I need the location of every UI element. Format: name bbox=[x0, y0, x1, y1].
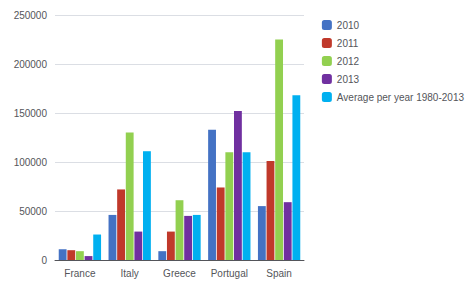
svg-text:50000: 50000 bbox=[19, 206, 47, 217]
svg-text:France: France bbox=[64, 268, 96, 279]
svg-text:100000: 100000 bbox=[14, 157, 48, 168]
svg-text:Spain: Spain bbox=[266, 268, 292, 279]
svg-text:Portugal: Portugal bbox=[211, 268, 248, 279]
svg-text:Average per year 1980-2013: Average per year 1980-2013 bbox=[337, 92, 465, 103]
svg-text:200000: 200000 bbox=[14, 59, 48, 70]
svg-text:2011: 2011 bbox=[337, 38, 359, 49]
svg-text:250000: 250000 bbox=[14, 10, 48, 21]
svg-text:Italy: Italy bbox=[121, 268, 139, 279]
svg-text:150000: 150000 bbox=[14, 108, 48, 119]
svg-text:0: 0 bbox=[41, 255, 47, 266]
svg-text:Greece: Greece bbox=[163, 268, 196, 279]
svg-text:2013: 2013 bbox=[337, 74, 360, 85]
svg-text:2010: 2010 bbox=[337, 20, 360, 31]
svg-text:2012: 2012 bbox=[337, 56, 360, 67]
